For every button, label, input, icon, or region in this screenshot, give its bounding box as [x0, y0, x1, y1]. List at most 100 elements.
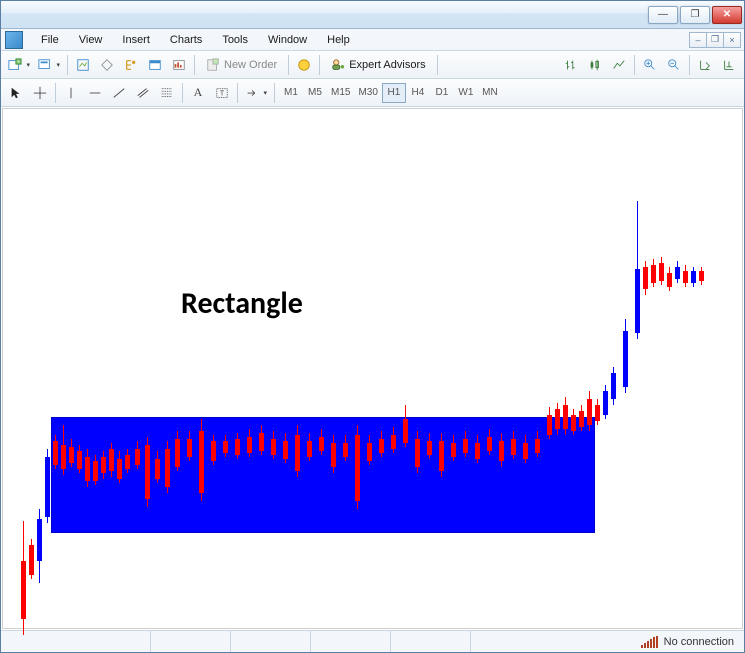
toolbar-separator: [237, 83, 238, 103]
timeframe-m15[interactable]: M15: [327, 83, 354, 103]
auto-scroll-button[interactable]: [694, 54, 716, 76]
cursor-button[interactable]: [5, 82, 27, 104]
status-cell: [231, 631, 311, 652]
timeframe-w1[interactable]: W1: [454, 83, 478, 103]
navigator-button[interactable]: [120, 54, 142, 76]
bar-chart-button[interactable]: [560, 54, 582, 76]
toolbar-separator: [274, 83, 275, 103]
status-cell: [151, 631, 231, 652]
vertical-line-button[interactable]: [60, 82, 82, 104]
toolbar-drawing: A T M1M5M15M30H1H4D1W1MN: [1, 79, 744, 107]
menu-window[interactable]: Window: [258, 32, 317, 48]
mdi-restore-icon: ❐: [711, 34, 719, 45]
toolbar-separator: [67, 55, 68, 75]
mdi-controls: – ❐ ×: [690, 32, 744, 48]
app-icon: [5, 31, 23, 49]
menu-insert[interactable]: Insert: [112, 32, 160, 48]
toolbar-separator: [182, 83, 183, 103]
mdi-minimize-button[interactable]: –: [689, 32, 707, 48]
menu-view[interactable]: View: [69, 32, 113, 48]
horizontal-line-icon: [88, 86, 102, 100]
mdi-restore-button[interactable]: ❐: [706, 32, 724, 48]
window-controls: — ❐ ✕: [648, 6, 742, 24]
data-window-button[interactable]: [96, 54, 118, 76]
menu-items: FileViewInsertChartsToolsWindowHelp: [31, 32, 360, 48]
crosshair-button[interactable]: [29, 82, 51, 104]
new-order-button[interactable]: New Order: [199, 54, 284, 76]
metaquotes-icon: [297, 58, 311, 72]
maximize-button[interactable]: ❐: [680, 6, 710, 24]
chart-annotation-label: Rectangle: [181, 285, 303, 322]
mdi-close-icon: ×: [729, 35, 734, 45]
horizontal-line-button[interactable]: [84, 82, 106, 104]
candlestick-button[interactable]: [584, 54, 606, 76]
menu-tools[interactable]: Tools: [212, 32, 258, 48]
menu-file[interactable]: File: [31, 32, 69, 48]
text-label-button[interactable]: T: [211, 82, 233, 104]
fibonacci-button[interactable]: [156, 82, 178, 104]
chart-area[interactable]: Rectangle: [2, 108, 743, 629]
trendline-icon: [112, 86, 126, 100]
toolbar-separator: [634, 55, 635, 75]
timeframe-h1[interactable]: H1: [382, 83, 406, 103]
status-cell: [311, 631, 391, 652]
titlebar: — ❐ ✕: [1, 1, 744, 29]
text-button[interactable]: A: [187, 82, 209, 104]
text-label-icon: T: [215, 86, 229, 100]
timeframe-mn[interactable]: MN: [478, 83, 502, 103]
connection-label: No connection: [664, 636, 734, 648]
minimize-button[interactable]: —: [648, 6, 678, 24]
expert-advisors-label: Expert Advisors: [349, 59, 425, 71]
connection-bars-icon: [641, 636, 658, 648]
svg-text:+: +: [17, 59, 20, 65]
timeframe-h4[interactable]: H4: [406, 83, 430, 103]
expert-advisors-button[interactable]: Expert Advisors: [324, 54, 432, 76]
new-chart-button[interactable]: +: [5, 54, 33, 76]
menu-charts[interactable]: Charts: [160, 32, 212, 48]
zoom-in-button[interactable]: [639, 54, 661, 76]
app-window: — ❐ ✕ FileViewInsertChartsToolsWindowHel…: [0, 0, 745, 653]
chart-shift-button[interactable]: [718, 54, 740, 76]
timeframe-m1[interactable]: M1: [279, 83, 303, 103]
expert-advisors-icon: [331, 58, 345, 72]
zoom-out-button[interactable]: [663, 54, 685, 76]
close-button[interactable]: ✕: [712, 6, 742, 24]
close-icon: ✕: [723, 9, 731, 20]
timeframe-m30[interactable]: M30: [354, 83, 381, 103]
toolbar-separator: [288, 55, 289, 75]
arrows-button[interactable]: [242, 82, 270, 104]
statusbar: No connection: [1, 630, 744, 652]
timeframe-buttons: M1M5M15M30H1H4D1W1MN: [279, 83, 502, 103]
data-window-icon: [100, 58, 114, 72]
strategy-tester-button[interactable]: [168, 54, 190, 76]
zoom-out-icon: [667, 58, 681, 72]
cursor-icon: [9, 86, 23, 100]
market-watch-button[interactable]: [72, 54, 94, 76]
navigator-icon: [124, 58, 138, 72]
toolbar-separator: [55, 83, 56, 103]
strategy-tester-icon: [172, 58, 186, 72]
profiles-button[interactable]: [35, 54, 63, 76]
maximize-icon: ❐: [691, 9, 700, 20]
metaquotes-button[interactable]: [293, 54, 315, 76]
mdi-close-button[interactable]: ×: [723, 32, 741, 48]
menu-help[interactable]: Help: [317, 32, 360, 48]
line-chart-button[interactable]: [608, 54, 630, 76]
equidistant-channel-button[interactable]: [132, 82, 154, 104]
timeframe-d1[interactable]: D1: [430, 83, 454, 103]
vertical-line-icon: [64, 86, 78, 100]
trendline-button[interactable]: [108, 82, 130, 104]
toolbar-separator: [194, 55, 195, 75]
toolbar-separator: [689, 55, 690, 75]
auto-scroll-icon: [698, 58, 712, 72]
connection-status[interactable]: No connection: [631, 636, 744, 648]
timeframe-m5[interactable]: M5: [303, 83, 327, 103]
terminal-button[interactable]: [144, 54, 166, 76]
zoom-in-icon: [643, 58, 657, 72]
text-icon: A: [194, 85, 203, 100]
minimize-icon: —: [658, 9, 668, 20]
new-order-label: New Order: [224, 59, 277, 71]
market-watch-icon: [76, 58, 90, 72]
toolbar-separator: [319, 55, 320, 75]
profiles-icon: [38, 58, 52, 72]
